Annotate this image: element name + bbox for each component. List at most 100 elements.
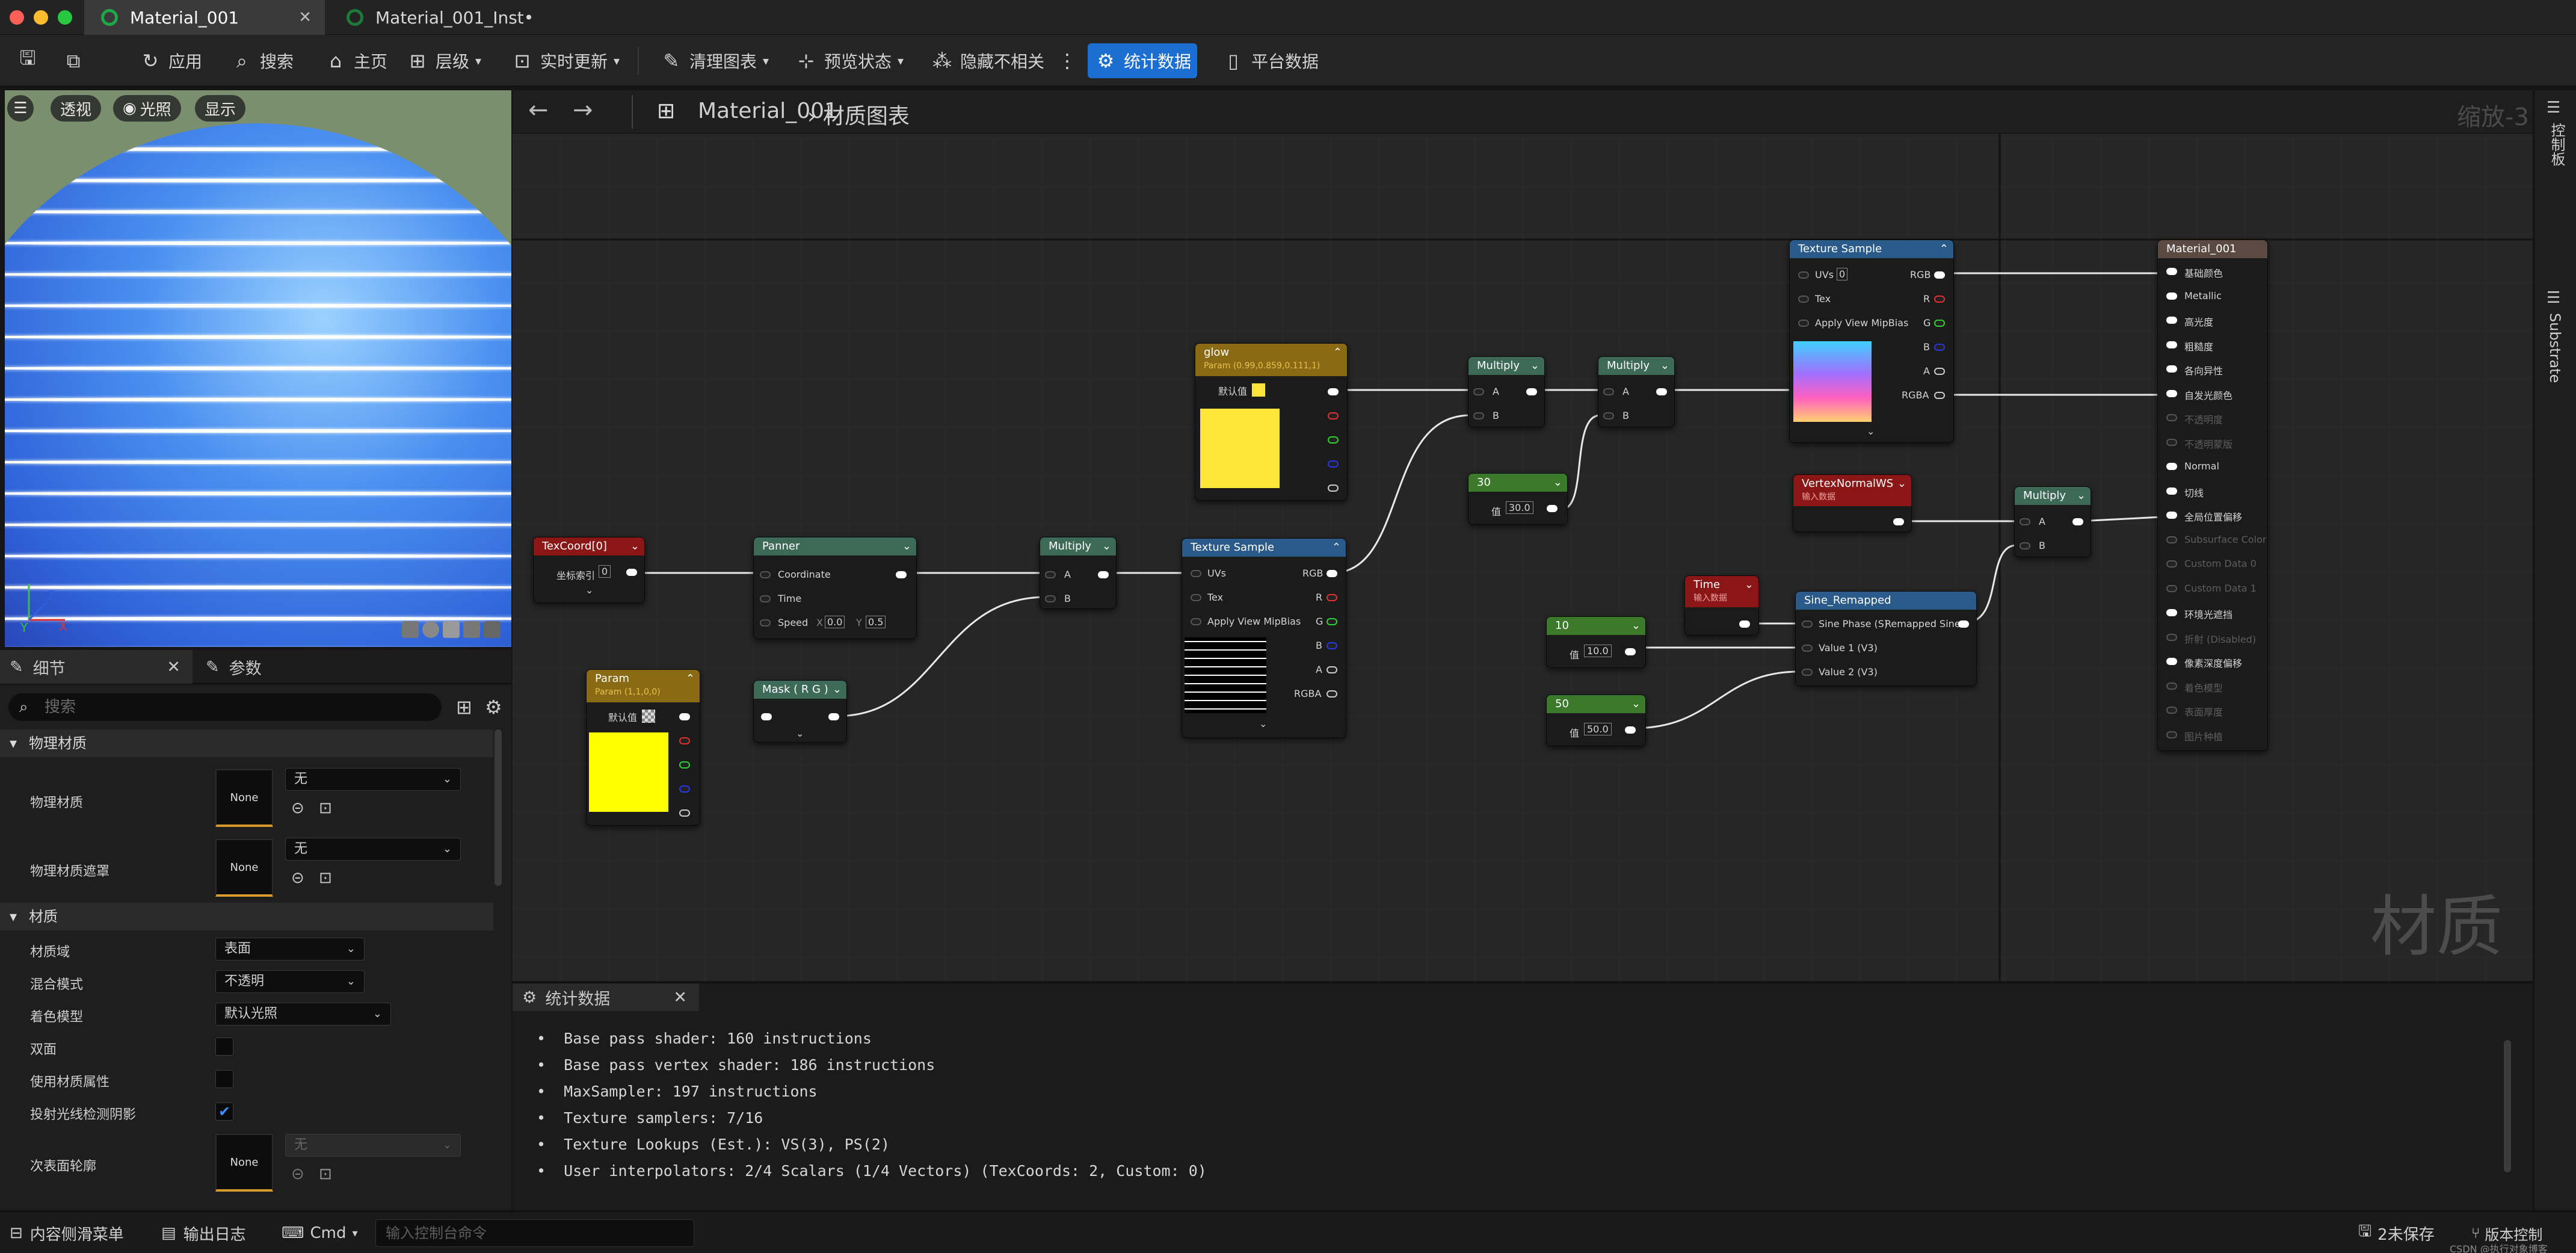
input-pin[interactable]: [1603, 412, 1614, 419]
category-physical-material[interactable]: ▾ 物理材质: [0, 729, 493, 757]
table-view-icon[interactable]: ⊞: [456, 696, 472, 719]
stats-button[interactable]: ⚙ 统计数据: [1088, 43, 1198, 78]
input-pin[interactable]: [2166, 317, 2177, 324]
phys-mask-thumbnail[interactable]: None: [215, 839, 273, 897]
input-pin[interactable]: [2166, 658, 2177, 665]
back-arrow-icon[interactable]: ←: [528, 96, 549, 124]
input-pin[interactable]: [2166, 389, 2177, 397]
apply-button[interactable]: ↻ 应用: [132, 43, 208, 78]
settings-gear-icon[interactable]: ⚙: [485, 696, 502, 719]
more-options-button[interactable]: ⋮: [1049, 43, 1091, 78]
breadcrumb-material[interactable]: Material_001: [698, 99, 838, 123]
input-pin[interactable]: [1191, 594, 1201, 601]
input-pin[interactable]: [2166, 365, 2177, 373]
forward-arrow-icon[interactable]: →: [573, 96, 593, 124]
cmd-dropdown[interactable]: ⌨ Cmd ▾: [282, 1224, 358, 1242]
node-material-output[interactable]: Material_001 基础颜色 Metallic 高光度 粗糙度 各向异性 自发光颜色…: [2157, 240, 2268, 751]
input-pin[interactable]: [760, 619, 771, 626]
output-pin[interactable]: [1893, 518, 1904, 525]
expand-icon[interactable]: ⌄: [1867, 425, 1875, 437]
node-mask[interactable]: Mask ( R G ) ⌄ ⌄: [753, 680, 847, 743]
close-window-button[interactable]: [10, 10, 24, 25]
output-pin-g[interactable]: [1327, 618, 1337, 625]
input-pin[interactable]: [1191, 570, 1201, 577]
input-pin[interactable]: [2166, 414, 2177, 421]
output-pin-rgb[interactable]: [1327, 570, 1337, 577]
tab-params[interactable]: ✎ 参数: [206, 657, 262, 678]
blend-mode-dropdown[interactable]: 不透明 ⌄: [215, 970, 365, 993]
details-scrollbar[interactable]: [495, 729, 502, 886]
input-pin[interactable]: [2166, 487, 2177, 495]
input-pin[interactable]: [1802, 645, 1813, 652]
input-pin[interactable]: [2166, 512, 2177, 519]
output-pin[interactable]: [1739, 620, 1750, 628]
node-vertex-normal-ws[interactable]: VertexNormalWS 输入数据 ⌄: [1793, 474, 1912, 532]
value-input[interactable]: 30.0: [1506, 501, 1533, 514]
output-pin-b[interactable]: [1328, 460, 1339, 468]
output-pin[interactable]: [1547, 505, 1558, 512]
node-sine-remapped[interactable]: Sine_Remapped Sine Phase (S) Remapped Si…: [1795, 591, 1977, 686]
value-input[interactable]: 10.0: [1584, 645, 1612, 657]
output-pin-a[interactable]: [1327, 666, 1337, 673]
clean-graph-dropdown[interactable]: ✎ 清理图表 ▾: [653, 43, 775, 78]
hierarchy-dropdown[interactable]: ⊞ 层级 ▾: [399, 43, 487, 78]
minimize-window-button[interactable]: [34, 10, 48, 25]
phys-mat-dropdown[interactable]: 无 ⌄: [285, 768, 461, 791]
subsurface-dropdown[interactable]: 无 ⌄: [285, 1134, 461, 1157]
output-pin[interactable]: [828, 713, 839, 720]
tab-material-001-inst[interactable]: Material_001_Inst•: [330, 0, 558, 35]
input-pin[interactable]: [2166, 438, 2177, 446]
output-pin[interactable]: [1526, 388, 1537, 395]
output-pin-g[interactable]: [1328, 436, 1339, 444]
output-pin-r[interactable]: [1328, 412, 1339, 419]
output-pin-rgba[interactable]: [1934, 392, 1945, 399]
palette-tab[interactable]: 控制板: [2548, 123, 2565, 166]
input-pin[interactable]: [2166, 609, 2177, 616]
node-texcoord[interactable]: TexCoord[0] ⌄ 坐标索引 0 ⌄: [533, 537, 645, 603]
input-pin[interactable]: [1802, 669, 1813, 676]
use-selected-icon[interactable]: ⊝: [291, 1165, 304, 1183]
input-pin[interactable]: [2166, 731, 2177, 738]
input-pin[interactable]: [1798, 271, 1809, 279]
perspective-button[interactable]: 透视: [51, 95, 102, 122]
platform-stats-button[interactable]: ▯ 平台数据: [1215, 43, 1325, 78]
hide-unrelated-button[interactable]: ⁂ 隐藏不相关: [924, 43, 1050, 78]
content-drawer-button[interactable]: ⊟ 内容侧滑菜单: [10, 1224, 124, 1244]
phys-mask-dropdown[interactable]: 无 ⌄: [285, 838, 461, 861]
node-glow[interactable]: glow Param (0.99,0.859,0.111,1) ⌃ 默认值: [1195, 343, 1348, 501]
input-pin[interactable]: [2166, 463, 2177, 470]
output-pin[interactable]: [1625, 648, 1636, 655]
input-pin[interactable]: [2166, 560, 2177, 568]
browse-asset-icon[interactable]: ⊡: [319, 799, 332, 817]
input-pin[interactable]: [2166, 341, 2177, 348]
node-const-30[interactable]: 30 ⌄ 值 30.0: [1468, 473, 1568, 525]
input-pin[interactable]: [1802, 620, 1813, 628]
output-pin[interactable]: [1625, 726, 1636, 734]
raytrace-shadow-checkbox[interactable]: ✔: [215, 1103, 233, 1121]
output-pin-a[interactable]: [1328, 484, 1339, 492]
node-const-50[interactable]: 50 ⌄ 值 50.0: [1546, 695, 1646, 746]
output-pin[interactable]: [1098, 571, 1109, 578]
phys-mat-thumbnail[interactable]: None: [215, 769, 273, 827]
output-log-button[interactable]: ▤ 输出日志: [161, 1224, 246, 1244]
input-pin[interactable]: [2166, 584, 2177, 592]
show-button[interactable]: 显示: [195, 95, 246, 122]
output-pin-a[interactable]: [679, 809, 690, 817]
node-multiply-4[interactable]: Multiply ⌄ A B: [2014, 486, 2091, 557]
viewport-menu-button[interactable]: ☰: [7, 95, 34, 122]
domain-dropdown[interactable]: 表面 ⌄: [215, 938, 365, 961]
input-pin[interactable]: [2166, 682, 2177, 690]
sphere-preview-icon[interactable]: [422, 621, 439, 638]
tab-details[interactable]: ✎ 细节 ✕: [0, 650, 193, 684]
output-pin-rgb[interactable]: [1934, 271, 1945, 279]
input-pin[interactable]: [1191, 618, 1201, 625]
input-pin[interactable]: [1473, 388, 1484, 395]
color-swatch[interactable]: [642, 710, 655, 723]
output-pin[interactable]: [2072, 518, 2083, 525]
input-pin[interactable]: [2166, 292, 2177, 300]
node-multiply-2[interactable]: Multiply ⌄ A B: [1468, 356, 1545, 427]
unsaved-button[interactable]: 🖫 2未保存: [2358, 1221, 2435, 1246]
two-sided-checkbox[interactable]: [215, 1038, 233, 1056]
value-input[interactable]: 50.0: [1584, 723, 1612, 735]
source-control-button[interactable]: ⑂ 版本控制: [2471, 1225, 2543, 1243]
